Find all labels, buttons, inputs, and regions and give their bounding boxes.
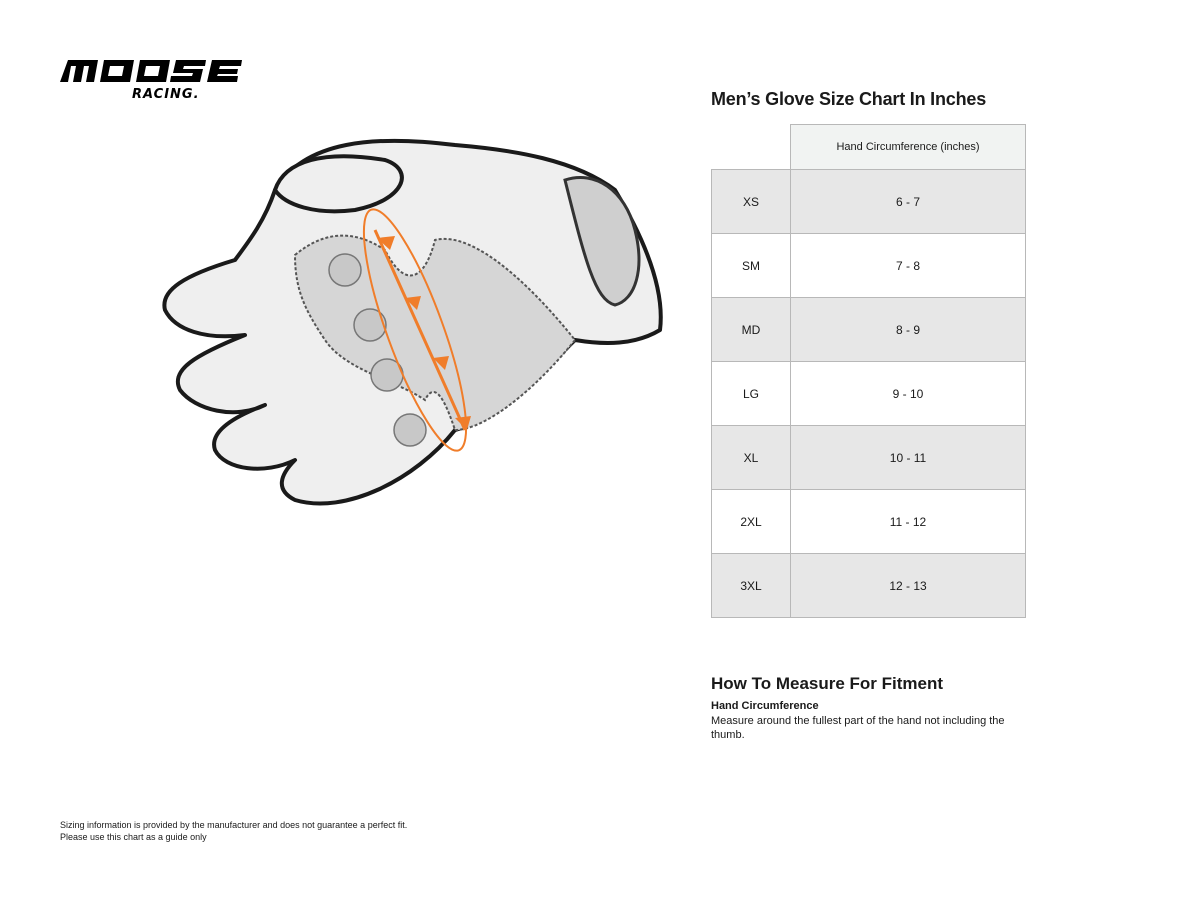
circumference-cell: 7 - 8 <box>790 233 1026 298</box>
table-row: SM 7 - 8 <box>711 233 1026 298</box>
circumference-cell: 11 - 12 <box>790 489 1026 554</box>
circumference-cell: 8 - 9 <box>790 297 1026 362</box>
disclaimer-line-1: Sizing information is provided by the ma… <box>60 820 408 830</box>
header-blank-cell <box>711 124 791 170</box>
measure-subtitle: Hand Circumference <box>711 700 819 712</box>
glove-illustration <box>162 138 663 506</box>
size-chart-table: Hand Circumference (inches) XS 6 - 7 SM 7 … <box>711 124 1026 618</box>
size-cell: SM <box>711 233 791 298</box>
table-row: MD 8 - 9 <box>711 297 1026 362</box>
size-cell: XL <box>711 425 791 490</box>
moose-racing-logo: RACING. <box>60 60 242 102</box>
measurement-arrow <box>362 208 468 452</box>
table-header-row: Hand Circumference (inches) <box>711 124 1026 170</box>
svg-text:RACING.: RACING. <box>132 87 200 102</box>
size-cell: MD <box>711 297 791 362</box>
table-row: XL 10 - 11 <box>711 425 1026 490</box>
measure-instructions: Measure around the fullest part of the h… <box>711 715 1005 741</box>
table-row: 2XL 11 - 12 <box>711 489 1026 554</box>
measure-title: How To Measure For Fitment <box>711 674 944 693</box>
size-chart-title: Men’s Glove Size Chart In Inches <box>711 89 987 109</box>
table-row: LG 9 - 10 <box>711 361 1026 426</box>
circumference-cell: 9 - 10 <box>790 361 1026 426</box>
table-row: XS 6 - 7 <box>711 169 1026 234</box>
table-row: 3XL 12 - 13 <box>711 553 1026 618</box>
size-cell: 3XL <box>711 553 791 618</box>
circumference-cell: 6 - 7 <box>790 169 1026 234</box>
size-cell: LG <box>711 361 791 426</box>
circumference-cell: 12 - 13 <box>790 553 1026 618</box>
circumference-cell: 10 - 11 <box>790 425 1026 490</box>
column-header-hand-circumference: Hand Circumference (inches) <box>790 124 1026 170</box>
disclaimer-line-2: Please use this chart as a guide only <box>60 832 207 842</box>
disclaimer: Sizing information is provided by the ma… <box>60 819 407 843</box>
size-cell: 2XL <box>711 489 791 554</box>
size-cell: XS <box>711 169 791 234</box>
